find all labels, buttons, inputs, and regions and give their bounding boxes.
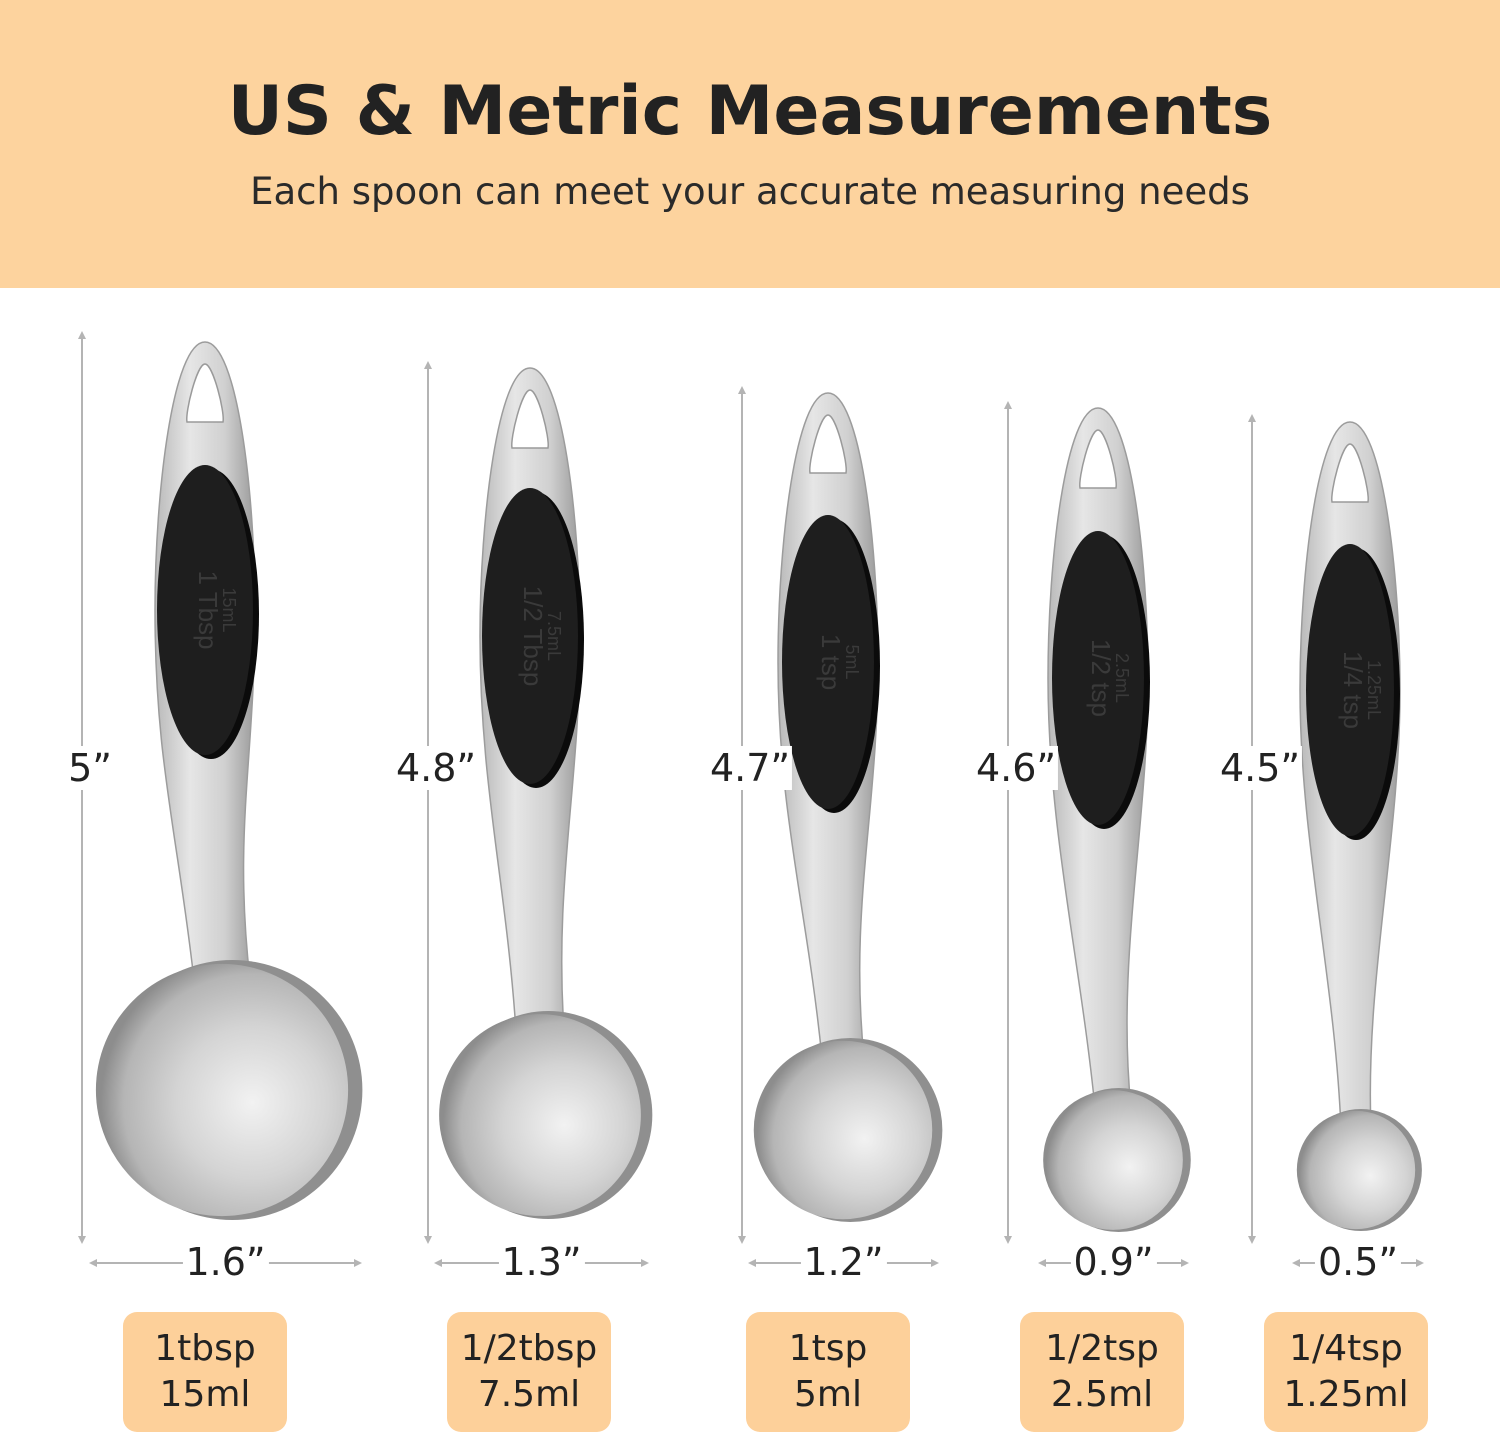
size-badge: 1/4tsp 1.25ml: [1264, 1312, 1428, 1432]
length-label: 5”: [66, 746, 114, 790]
silicone-grip-pad: [1052, 531, 1144, 825]
hanging-hole-icon: [186, 363, 224, 423]
metric-measure: 7.5ml: [477, 1374, 581, 1415]
hanging-hole-icon: [511, 389, 549, 449]
engraving-metric: 2.5mL: [1112, 653, 1132, 703]
spoon-bowl: [95, 963, 349, 1217]
width-label: 1.3”: [498, 1240, 585, 1284]
page-title: US & Metric Measurements: [227, 72, 1273, 151]
size-badge: 1tbsp 15ml: [123, 1312, 287, 1432]
metric-measure: 5ml: [794, 1374, 862, 1415]
us-measure: 1tsp: [788, 1328, 868, 1369]
length-label: 4.5”: [1217, 746, 1303, 790]
width-label: 0.9”: [1070, 1240, 1157, 1284]
page-subtitle: Each spoon can meet your accurate measur…: [250, 170, 1250, 213]
engraving-us: 1 Tbsp: [193, 570, 223, 649]
size-badge: 1tsp 5ml: [746, 1312, 910, 1432]
size-badge: 1/2tbsp 7.5ml: [447, 1312, 611, 1432]
size-badge: 1/2tsp 2.5ml: [1020, 1312, 1184, 1432]
us-measure: 1tbsp: [154, 1328, 256, 1369]
hanging-hole-icon: [1079, 429, 1117, 489]
metric-measure: 2.5ml: [1050, 1374, 1154, 1415]
metric-measure: 1.25ml: [1283, 1374, 1409, 1415]
length-label: 4.7”: [707, 746, 793, 790]
width-label: 1.6”: [182, 1240, 269, 1284]
engraving-metric: 7.5mL: [544, 611, 564, 661]
engraving-us: 1/2 tsp: [1086, 639, 1116, 717]
width-label: 1.2”: [800, 1240, 887, 1284]
engraving-metric: 15mL: [219, 587, 239, 632]
header-banner: US & Metric Measurements Each spoon can …: [0, 0, 1500, 288]
length-label: 4.6”: [973, 746, 1059, 790]
us-measure: 1/2tbsp: [460, 1328, 598, 1369]
engraving-us: 1/4 tsp: [1338, 651, 1368, 729]
width-label: 0.5”: [1314, 1240, 1402, 1284]
spoon-bowl: [1043, 1090, 1183, 1230]
us-measure: 1/2tsp: [1045, 1328, 1159, 1369]
spoon-bowl: [439, 1014, 641, 1216]
spoon-bowl: [753, 1040, 933, 1220]
engraving-metric: 5mL: [842, 644, 862, 679]
silicone-grip-pad: [482, 488, 578, 784]
silicone-grip-pad: [1306, 544, 1394, 836]
us-measure: 1/4tsp: [1289, 1328, 1403, 1369]
metric-measure: 15ml: [159, 1374, 251, 1415]
hanging-hole-icon: [809, 414, 847, 474]
engraving-metric: 1.25mL: [1364, 660, 1384, 720]
engraving-us: 1 tsp: [816, 634, 846, 690]
length-label: 4.8”: [393, 746, 479, 790]
silicone-grip-pad: [157, 465, 253, 755]
spoon-bowl: [1296, 1110, 1416, 1230]
engraving-us: 1/2 Tbsp: [518, 586, 548, 687]
hanging-hole-icon: [1331, 443, 1369, 503]
silicone-grip-pad: [782, 515, 874, 809]
